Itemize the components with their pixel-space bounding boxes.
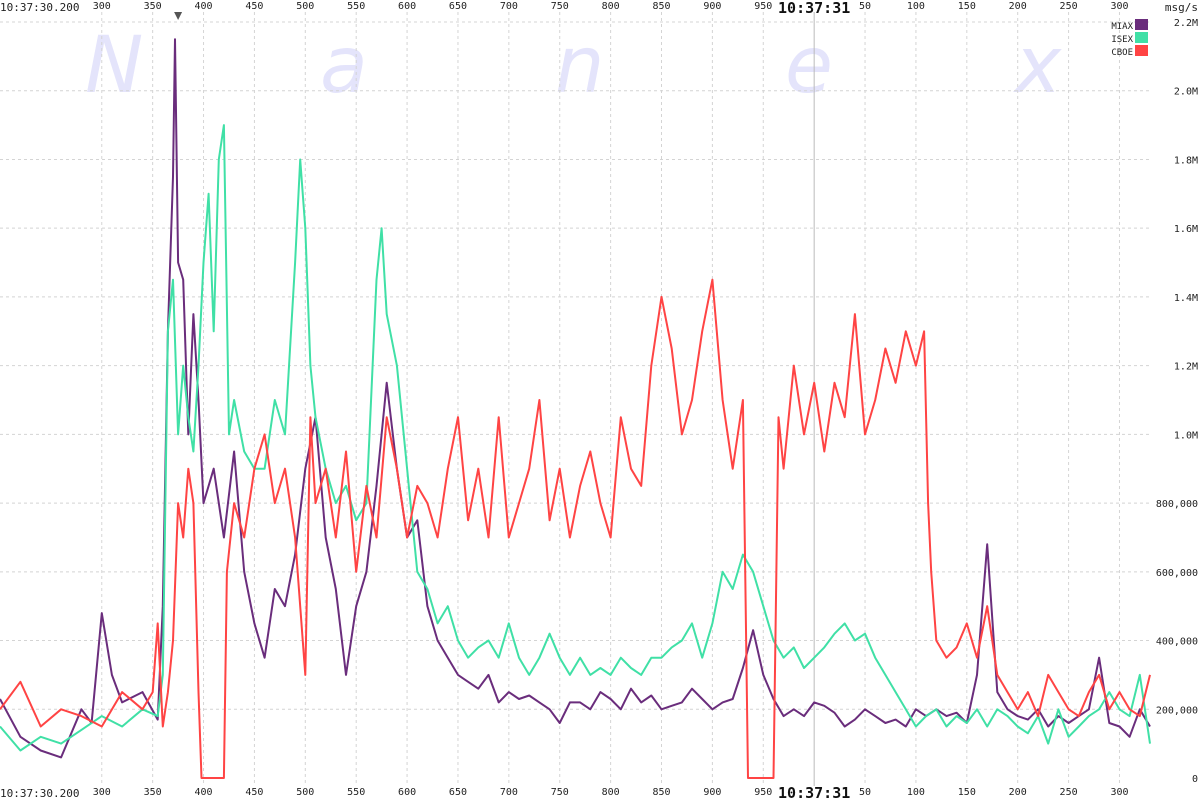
legend-label-miax: MIAX <box>1111 22 1133 32</box>
y-tick-label: 400,000 <box>1156 637 1198 648</box>
y-tick-label: 1.2M <box>1174 362 1198 373</box>
legend-swatch-miax <box>1135 19 1148 30</box>
y-tick-label: 2.0M <box>1174 87 1198 98</box>
mid-time-label-top: 10:37:31 <box>778 0 850 17</box>
x-tick-label-top: 500 <box>296 1 314 12</box>
x-tick-label-bottom: 750 <box>551 787 569 798</box>
x-tick-label-top: 200 <box>1009 1 1027 12</box>
x-tick-label-bottom: 600 <box>398 787 416 798</box>
watermark-letter: a <box>320 21 368 111</box>
x-tick-label-top: 800 <box>602 1 620 12</box>
x-tick-label-bottom: 200 <box>1009 787 1027 798</box>
x-tick-label-top: 150 <box>958 1 976 12</box>
watermark-letter: n <box>555 21 604 111</box>
x-tick-label-bottom: 150 <box>958 787 976 798</box>
x-tick-label-bottom: 700 <box>500 787 518 798</box>
x-tick-label-bottom: 650 <box>449 787 467 798</box>
start-time-label-top: 10:37:30.200 <box>0 1 79 14</box>
grid <box>0 12 1150 786</box>
watermark-letter: N <box>85 21 143 111</box>
watermark-letter: x <box>1012 21 1062 111</box>
x-tick-label-top: 850 <box>652 1 670 12</box>
x-tick-label-bottom: 450 <box>245 787 263 798</box>
y-tick-label: 600,000 <box>1156 568 1198 579</box>
watermark-letter: e <box>785 21 833 111</box>
x-tick-label-top: 300 <box>93 1 111 12</box>
x-tick-label-top: 600 <box>398 1 416 12</box>
x-tick-label-top: 250 <box>1060 1 1078 12</box>
x-tick-label-top: 450 <box>245 1 263 12</box>
y-axis-label: msg/s <box>1165 1 1198 14</box>
x-tick-label-bottom: 900 <box>703 787 721 798</box>
x-tick-label-top: 700 <box>500 1 518 12</box>
x-tick-label-top: 350 <box>144 1 162 12</box>
y-tick-label: 200,000 <box>1156 705 1198 716</box>
x-tick-label-bottom: 550 <box>347 787 365 798</box>
start-time-label-bottom: 10:37:30.200 <box>0 787 79 800</box>
x-tick-label-bottom: 950 <box>754 787 772 798</box>
x-tick-label-bottom: 250 <box>1060 787 1078 798</box>
x-tick-label-bottom: 300 <box>1110 787 1128 798</box>
x-tick-label-top: 950 <box>754 1 772 12</box>
y-tick-label: 2.2M <box>1174 18 1198 29</box>
x-tick-label-bottom: 850 <box>652 787 670 798</box>
x-tick-label-bottom: 800 <box>602 787 620 798</box>
x-tick-label-top: 900 <box>703 1 721 12</box>
x-tick-label-top: 100 <box>907 1 925 12</box>
legend: MIAX ISEX CBOE <box>1111 19 1148 58</box>
legend-swatch-isex <box>1135 32 1148 43</box>
legend-label-isex: ISEX <box>1111 35 1133 45</box>
x-tick-label-bottom: 300 <box>93 787 111 798</box>
mid-time-label-bottom: 10:37:31 <box>778 784 850 800</box>
x-tick-label-bottom: 350 <box>144 787 162 798</box>
legend-label-cboe: CBOE <box>1111 48 1133 58</box>
x-tick-label-bottom: 400 <box>195 787 213 798</box>
x-tick-label-bottom: 50 <box>859 787 871 798</box>
y-tick-label: 0 <box>1192 774 1198 785</box>
x-tick-label-bottom: 100 <box>907 787 925 798</box>
y-tick-label: 1.0M <box>1174 430 1198 441</box>
series-lines <box>0 38 1151 779</box>
x-tick-label-top: 750 <box>551 1 569 12</box>
x-tick-label-top: 650 <box>449 1 467 12</box>
peak-marker-icon <box>174 12 183 20</box>
y-tick-label: 1.8M <box>1174 155 1198 166</box>
x-tick-label-top: 50 <box>859 1 871 12</box>
x-tick-label-top: 300 <box>1110 1 1128 12</box>
y-tick-label: 1.4M <box>1174 293 1198 304</box>
x-tick-label-top: 550 <box>347 1 365 12</box>
legend-swatch-cboe <box>1135 45 1148 56</box>
series-line-cboe <box>0 278 1151 779</box>
series-line-isex <box>0 124 1151 752</box>
y-tick-label: 800,000 <box>1156 499 1198 510</box>
x-tick-label-bottom: 500 <box>296 787 314 798</box>
y-tick-label: 1.6M <box>1174 224 1198 235</box>
x-tick-label-top: 400 <box>195 1 213 12</box>
